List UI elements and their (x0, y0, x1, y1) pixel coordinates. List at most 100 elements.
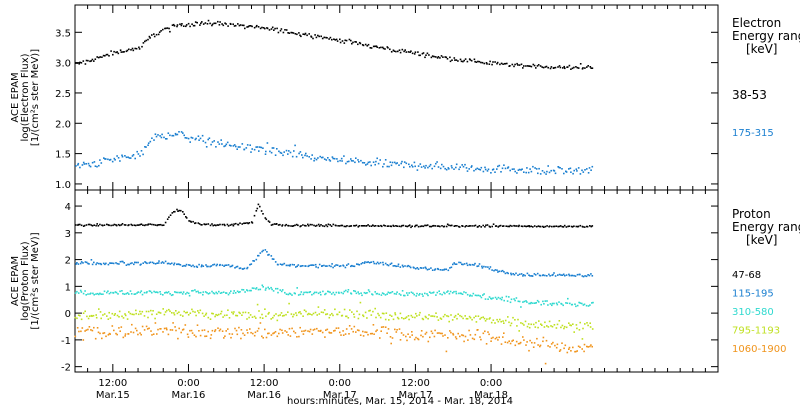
data-point (425, 164, 427, 167)
data-point (168, 308, 170, 311)
data-point (353, 316, 356, 318)
data-point (133, 263, 135, 266)
data-point (484, 320, 487, 322)
data-point (236, 148, 238, 150)
data-point (116, 262, 119, 265)
data-point (469, 264, 472, 266)
data-point (366, 317, 368, 319)
data-point (128, 224, 130, 226)
data-point (97, 225, 100, 227)
data-point (451, 224, 453, 227)
data-point (167, 262, 170, 265)
data-point (407, 315, 410, 317)
data-point (174, 210, 176, 213)
data-point (110, 262, 112, 264)
data-point (168, 216, 170, 218)
data-point (405, 316, 408, 318)
x-tick-label-date: Mar.15 (96, 390, 130, 401)
data-point (461, 293, 464, 295)
data-point (79, 223, 81, 226)
data-point (551, 302, 554, 305)
data-point (535, 225, 538, 228)
data-point (553, 272, 555, 274)
data-point (128, 263, 130, 266)
data-point (436, 316, 438, 318)
data-point (138, 224, 140, 226)
data-point (542, 300, 544, 303)
data-point (283, 151, 285, 153)
data-point (542, 274, 545, 276)
data-point (174, 326, 176, 328)
data-point (238, 24, 241, 27)
data-point (439, 317, 442, 319)
data-point (248, 316, 250, 319)
data-point (523, 324, 525, 326)
data-point (128, 157, 131, 159)
data-point (587, 274, 589, 276)
data-point (166, 328, 168, 331)
data-point (336, 313, 339, 316)
data-point (411, 52, 414, 55)
data-point (274, 154, 277, 156)
data-point (186, 333, 189, 336)
data-point (123, 293, 126, 295)
data-point (326, 265, 328, 267)
data-point (216, 314, 219, 317)
data-point (258, 310, 260, 312)
data-point (228, 333, 231, 335)
data-point (198, 139, 200, 141)
data-point (154, 322, 157, 324)
y-tick-label: 4 (65, 202, 71, 213)
data-point (396, 329, 398, 331)
data-point (419, 311, 421, 314)
data-point (514, 63, 516, 66)
data-point (507, 272, 509, 275)
data-point (291, 263, 294, 266)
data-point (415, 336, 417, 339)
data-point (203, 315, 205, 317)
data-point (502, 320, 504, 322)
data-point (350, 160, 353, 162)
data-point (204, 291, 207, 293)
x-tick-label-time: 0:00 (329, 378, 351, 389)
data-point (452, 334, 455, 336)
data-point (522, 275, 524, 277)
data-point (331, 263, 333, 265)
data-point (532, 226, 534, 228)
data-point (335, 264, 337, 266)
data-point (509, 169, 511, 172)
legend-entry-310-580: 310-580 (732, 307, 774, 318)
data-point (358, 329, 360, 332)
data-point (84, 330, 86, 332)
data-point (340, 334, 342, 336)
data-point (591, 165, 594, 168)
data-point (506, 341, 509, 344)
data-point (399, 312, 402, 315)
data-point (532, 165, 534, 168)
data-point (298, 32, 300, 34)
data-point (195, 314, 197, 317)
data-point (117, 52, 120, 55)
data-point (285, 149, 288, 152)
data-point (422, 225, 425, 228)
data-point (287, 32, 289, 34)
data-point (261, 284, 264, 287)
data-point (282, 154, 284, 157)
data-point (442, 165, 445, 168)
data-point (439, 57, 441, 59)
data-point (539, 65, 542, 67)
data-point (217, 141, 219, 143)
data-point (474, 60, 476, 63)
data-point (353, 224, 355, 227)
data-point (225, 264, 228, 266)
data-point (374, 45, 376, 48)
data-point (299, 293, 302, 296)
data-point (293, 264, 295, 266)
data-point (323, 158, 326, 160)
data-point (84, 261, 87, 263)
data-point (75, 165, 77, 167)
data-point (547, 165, 549, 167)
data-point (267, 332, 269, 335)
data-point (360, 225, 363, 227)
data-point (357, 43, 359, 46)
